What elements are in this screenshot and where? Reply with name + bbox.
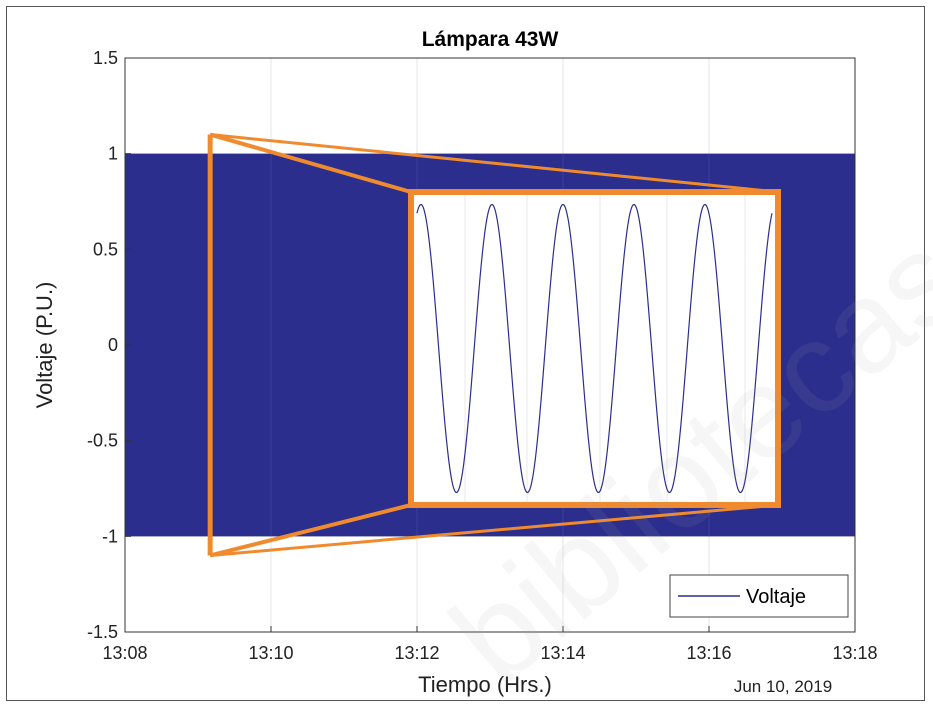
legend-label: Voltaje xyxy=(746,586,806,608)
inset-connector xyxy=(209,503,412,558)
x-tick-label: 13:18 xyxy=(832,643,877,663)
chart-title: Lámpara 43W xyxy=(422,28,559,51)
x-tick-label: 13:08 xyxy=(102,643,147,663)
x-tick-label: 13:10 xyxy=(248,643,293,663)
inset-panel xyxy=(411,192,778,505)
inset-border xyxy=(408,189,781,508)
y-tick-label: 1.5 xyxy=(93,48,118,68)
inset-connector xyxy=(209,132,412,194)
y-tick-label: -1 xyxy=(102,526,118,546)
y-tick-label: -0.5 xyxy=(87,431,118,451)
x-axis-label: Tiempo (Hrs.) xyxy=(418,672,552,697)
figure-border xyxy=(6,6,925,701)
x-tick-label: 13:12 xyxy=(394,643,439,663)
x-tick-label: 13:14 xyxy=(540,643,585,663)
y-tick-label: -1.5 xyxy=(87,622,118,642)
y-tick-label: 1 xyxy=(108,144,118,164)
y-tick-label: 0.5 xyxy=(93,239,118,259)
y-tick-label: 0 xyxy=(108,335,118,355)
x-tick-label: 13:16 xyxy=(686,643,731,663)
inset-connector xyxy=(210,503,779,557)
inset-waveform xyxy=(416,203,773,494)
y-axis-label: Voltaje (P.U.) xyxy=(32,282,57,409)
inset-connector xyxy=(210,133,779,194)
date-label: Jun 10, 2019 xyxy=(734,677,832,696)
